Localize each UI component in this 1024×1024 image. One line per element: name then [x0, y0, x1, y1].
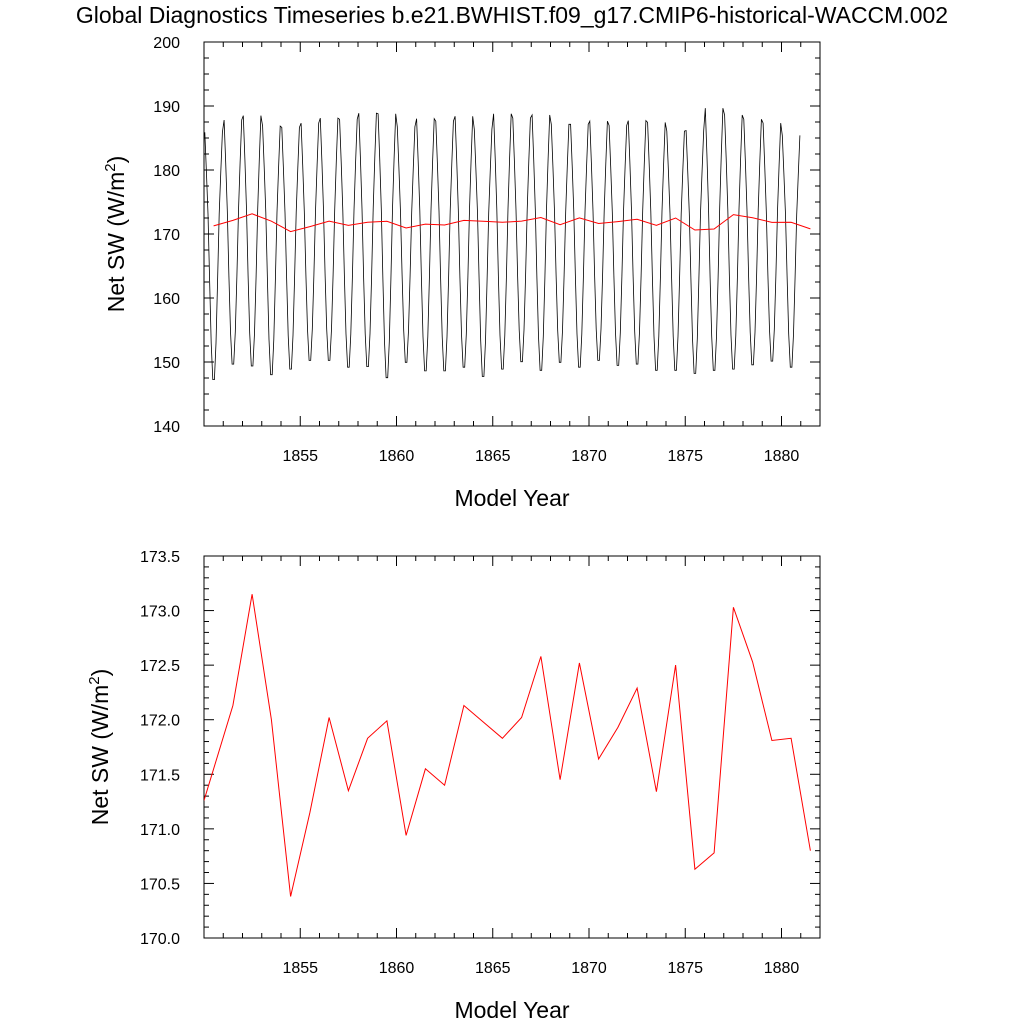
y-tick-label: 172.5 — [140, 658, 180, 675]
y-tick-label: 160 — [153, 291, 180, 308]
y-tick-label: 173.5 — [140, 549, 180, 566]
y-axis-label-main: Net SW (W/m — [87, 685, 113, 826]
x-tick-label: 1870 — [571, 448, 607, 465]
x-tick-label: 1860 — [379, 448, 415, 465]
y-tick-label: 171.5 — [140, 767, 180, 784]
x-tick-label: 1875 — [667, 960, 703, 977]
y-tick-label: 190 — [153, 99, 180, 116]
annual-mean-series-line — [213, 213, 811, 233]
y-tick-label: 150 — [153, 355, 180, 372]
annual-mean-series-line — [204, 594, 811, 897]
top-panel: 1855 1860 1865 1870 1875 1880 140 150 160 170 180 1… — [102, 35, 821, 511]
y-tick-label: 171.0 — [140, 822, 180, 839]
x-tick-label: 1880 — [764, 960, 800, 977]
y-axis-label-close: ) — [87, 669, 113, 677]
monthly-series-line — [204, 108, 801, 380]
x-tick-label: 1860 — [379, 960, 415, 977]
x-tick-label: 1875 — [667, 448, 703, 465]
y-axis-label: Net SW (W/m2) — [102, 156, 129, 313]
y-tick-label: 170.0 — [140, 931, 180, 948]
plot-frame — [203, 555, 821, 939]
y-tick-label: 172.0 — [140, 713, 180, 730]
bottom-panel: 1855 1860 1865 1870 1875 1880 170.0 170.5 171.0 1… — [86, 549, 821, 1023]
x-tick-label: 1870 — [571, 960, 607, 977]
y-axis-label-close: ) — [103, 156, 129, 164]
x-tick-label: 1880 — [764, 448, 800, 465]
x-tick-label: 1865 — [475, 448, 511, 465]
y-axis-label-main: Net SW (W/m — [103, 172, 129, 313]
y-axis-label-sup: 2 — [86, 676, 103, 684]
plot-frame — [203, 41, 821, 427]
y-tick-label: 173.0 — [140, 604, 180, 621]
y-axis-label: Net SW (W/m2) — [86, 669, 113, 826]
y-tick-label: 170.5 — [140, 876, 180, 893]
y-tick-label: 170 — [153, 227, 180, 244]
y-axis-label-sup: 2 — [102, 163, 119, 171]
x-tick-label: 1855 — [282, 448, 318, 465]
x-tick-label: 1855 — [282, 960, 318, 977]
figure-title: Global Diagnostics Timeseries b.e21.BWHI… — [76, 2, 948, 28]
y-tick-label: 140 — [153, 419, 180, 436]
x-axis-label: Model Year — [454, 997, 569, 1023]
x-tick-label: 1865 — [475, 960, 511, 977]
y-tick-label: 200 — [153, 35, 180, 52]
x-axis-label: Model Year — [454, 485, 569, 511]
y-tick-label: 180 — [153, 163, 180, 180]
